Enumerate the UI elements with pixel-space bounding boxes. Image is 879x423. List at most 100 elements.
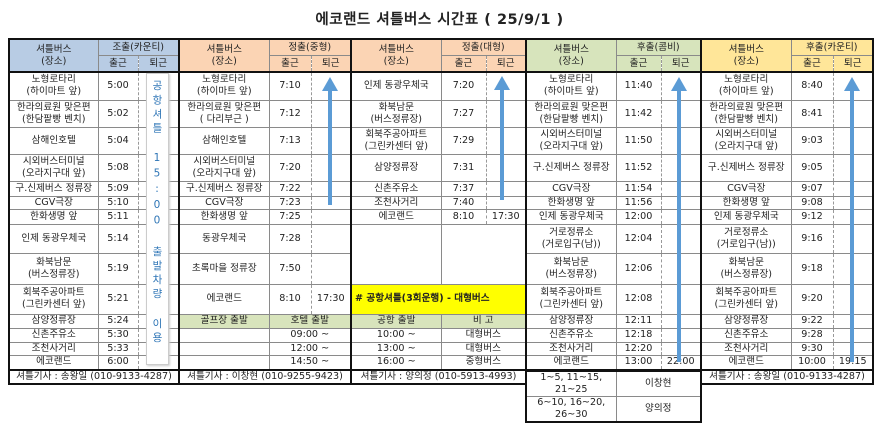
stop-row: 공항 출발 비 고 xyxy=(350,313,527,329)
driver-info: 셔틀기사 : 송왕일 (010-9133-4287) xyxy=(8,369,180,385)
driver-row: 셔틀기사 : 양의정 (010-5913-4993) xyxy=(350,369,527,385)
stop-name: 한화생명 앞 xyxy=(700,195,792,210)
stop-row: 화북남문 (버스정류장) 9:18 xyxy=(700,252,874,285)
out-time xyxy=(660,341,702,356)
in-time: 9:30 xyxy=(790,341,834,356)
in-time: 11:42 xyxy=(615,99,662,128)
stop-name xyxy=(178,327,270,343)
time-cell: 호텔 출발 xyxy=(268,313,352,329)
out-time xyxy=(832,283,874,315)
stop-name: 회북주공아파트 (그린카센터 앞) xyxy=(700,283,792,315)
time-cell xyxy=(440,223,527,285)
stop-name: 삼해인호텔 xyxy=(8,126,99,155)
stop-name: 한화생명 앞 xyxy=(8,208,99,225)
driver-info: 셔틀기사 : 양의정 (010-5913-4993) xyxy=(350,369,527,385)
in-time: 12:20 xyxy=(615,341,662,356)
time-cell: 대형버스 xyxy=(440,327,527,343)
stop-name: 화북남문 (버스정류장) xyxy=(8,252,99,285)
stop-row xyxy=(350,223,527,285)
out-header: 퇴근 xyxy=(485,55,527,73)
stop-name: 한라의료원 맞은편 (한담팥빵 벤치) xyxy=(700,99,792,128)
stop-name: 공항 출발 xyxy=(350,313,442,329)
stop-row: 한라의료원 맞은편 ( 다리부근 ) 7:12 xyxy=(178,99,352,128)
in-time: 11:50 xyxy=(615,126,662,155)
stop-row: 삼양정류장 12:11 xyxy=(525,313,702,329)
out-time xyxy=(660,180,702,197)
route-block: 셔틀버스 (장소) 정출(중형) 출근 퇴근 노형로타리 (하이마트 앞) 7:10 한라의… xyxy=(178,38,352,385)
in-time: 7:23 xyxy=(268,195,312,210)
route-block: 셔틀버스 (장소) 후출(카운티) 출근 퇴근 노형로타리 (하이마트 앞) 8:40 한라… xyxy=(700,38,874,385)
stop-name: 시외버스터미널 (오라지구대 앞) xyxy=(8,153,99,182)
in-time: 7:10 xyxy=(268,71,312,101)
stop-name: 거로정류소 (거로입구(남)) xyxy=(525,223,617,254)
in-time: 5:21 xyxy=(97,283,139,315)
stop-name: 에코랜드 xyxy=(525,354,617,371)
stop-name: 골프장 출발 xyxy=(178,313,270,329)
out-time xyxy=(660,126,702,155)
out-time xyxy=(660,208,702,225)
stop-row: 인제 동광우체국 12:00 xyxy=(525,208,702,225)
header-row: 출근 퇴근 xyxy=(179,55,352,73)
stop-name: CGV극장 xyxy=(525,180,617,197)
time-cell: 12:00 ~ xyxy=(268,341,352,356)
stop-row: 한화생명 앞 9:08 xyxy=(700,195,874,210)
stop-row: 09:00 ~ xyxy=(178,327,352,343)
in-time: 5:11 xyxy=(97,208,139,225)
out-time xyxy=(310,99,352,128)
stop-row: 신촌주유소 12:18 xyxy=(525,327,702,343)
driver-row: 셔틀기사 : 송왕일 (010-9133-4287) xyxy=(700,369,874,385)
in-time: 10:00 xyxy=(790,354,834,371)
in-header: 출근 xyxy=(440,55,487,73)
stop-name: 구.신제버스 정류장 xyxy=(525,153,617,182)
in-time: 9:05 xyxy=(790,153,834,182)
out-time xyxy=(832,153,874,182)
stop-name: 에코랜드 xyxy=(700,354,792,371)
out-time xyxy=(310,252,352,285)
stop-name: 회북주공아파트 (그린카센터 앞) xyxy=(525,283,617,315)
out-time xyxy=(310,126,352,155)
banner-text: # 공항셔틀(3회운행) - 대형버스 xyxy=(350,283,527,315)
stop-name: 거로정류소 (거로입구(남)) xyxy=(700,223,792,254)
out-time xyxy=(660,223,702,254)
in-time: 12:11 xyxy=(615,313,662,329)
stop-row: 구.신제버스 정류장 9:05 xyxy=(700,153,874,182)
stop-row: 시외버스터미널 (오라지구대 앞) 5:08 xyxy=(8,153,180,182)
stop-name xyxy=(350,223,442,285)
in-time: 7:29 xyxy=(440,126,487,155)
stop-name: 삼양정류장 xyxy=(525,313,617,329)
out-time xyxy=(832,341,874,356)
stop-row: 에코랜드 10:00 19:15 xyxy=(700,354,874,371)
out-time xyxy=(485,99,527,128)
out-time xyxy=(832,252,874,285)
stop-row: CGV극장 11:54 xyxy=(525,180,702,197)
stop-row: 조천사거리 9:30 xyxy=(700,341,874,356)
stop-row: 16:00 ~ 중형버스 xyxy=(350,354,527,371)
stop-row: 신촌주유소 9:28 xyxy=(700,327,874,343)
stop-name: 시외버스터미널 (오라지구대 앞) xyxy=(178,153,270,182)
stop-row: 거로정류소 (거로입구(남)) 12:04 xyxy=(525,223,702,254)
stop-row: 13:00 ~ 대형버스 xyxy=(350,341,527,356)
stop-row: 12:00 ~ xyxy=(178,341,352,356)
in-time: 9:28 xyxy=(790,327,834,343)
stop-row: 구.신제버스 정류장 7:22 xyxy=(178,180,352,197)
route-header: 정출(대형) xyxy=(440,38,527,56)
in-time: 12:18 xyxy=(615,327,662,343)
place-header: 셔틀버스 (장소) xyxy=(700,38,792,73)
stop-row: 한화생명 앞 11:56 xyxy=(525,195,702,210)
header-row: 셔틀버스 (장소) 정출(대형) xyxy=(350,38,527,73)
out-time xyxy=(832,327,874,343)
out-time xyxy=(660,195,702,210)
header-row: 출근 퇴근 xyxy=(351,55,527,73)
route-block: 셔틀버스 (장소) 정출(대형) 출근 퇴근 인제 동광우체국 7:20 화북남문 (버스정… xyxy=(350,38,527,385)
stop-row: 삼해인호텔 7:13 xyxy=(178,126,352,155)
in-time: 12:06 xyxy=(615,252,662,285)
in-header: 출근 xyxy=(615,55,662,73)
out-time: 17:30 xyxy=(310,283,352,315)
stop-row: 삼양정류장 7:31 xyxy=(350,153,527,182)
stop-name: 신촌주유소 xyxy=(525,327,617,343)
in-time: 7:20 xyxy=(268,153,312,182)
header-row: 셔틀버스 (장소) 후출(카운티) xyxy=(700,38,874,73)
header-row: 셔틀버스 (장소) 조출(카운티) xyxy=(8,38,180,73)
stop-row: CGV극장 9:07 xyxy=(700,180,874,197)
stop-name: 조천사거리 xyxy=(525,341,617,356)
